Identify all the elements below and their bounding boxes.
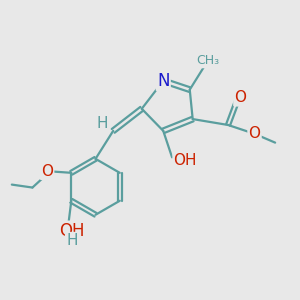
Text: O: O — [234, 90, 246, 105]
Text: O: O — [41, 164, 53, 179]
Text: O: O — [248, 126, 260, 141]
Text: H: H — [96, 116, 108, 131]
Text: OH: OH — [174, 153, 197, 168]
Text: CH₃: CH₃ — [196, 54, 220, 67]
Text: OH: OH — [59, 222, 85, 240]
Text: N: N — [157, 72, 169, 90]
Text: H: H — [66, 233, 78, 248]
